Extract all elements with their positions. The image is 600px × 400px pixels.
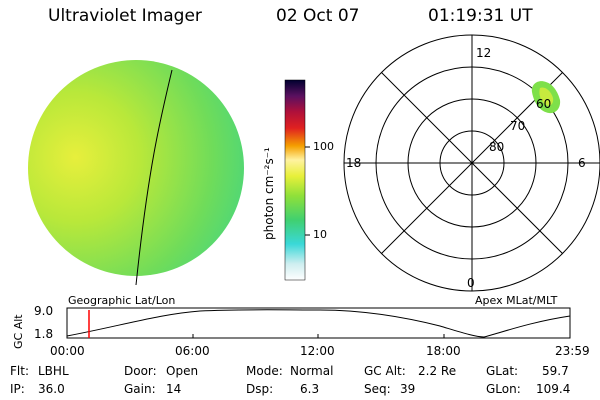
info-glon-value: 109.4 (536, 382, 571, 396)
orbit-y-axis-label: GC Alt (12, 314, 25, 349)
aurora-core (539, 87, 554, 106)
info-gain-label: Gain: (124, 382, 156, 396)
terminator-line (135, 69, 173, 286)
info-glat-label: GLat: (486, 364, 519, 378)
orbit-x-tick-1: 06:00 (175, 344, 210, 358)
polar-plot (343, 34, 600, 292)
orbit-y-tick-top: 9.0 (34, 304, 54, 318)
info-flt-value: LBHL (38, 364, 69, 378)
orbit-x-tick-3: 18:00 (426, 344, 461, 358)
info-glon-label: GLon: (486, 382, 521, 396)
ring-label-60: 60 (536, 97, 552, 111)
orbit-x-tick-0: 00:00 (50, 344, 85, 358)
ring-label-80: 80 (489, 140, 505, 154)
info-gcalt-value: 2.2 Re (418, 364, 457, 378)
orbit-plot-frame (66, 307, 571, 339)
orbit-x-tick-4: 23:59 (555, 344, 590, 358)
date-label: 02 Oct 07 (276, 6, 360, 26)
info-mode-value: Normal (290, 364, 334, 378)
info-gain-value: 14 (166, 382, 182, 396)
apex-panel-label: Apex MLat/MLT (475, 294, 558, 307)
orbit-altitude-curve (66, 309, 571, 338)
info-door-label: Door: (124, 364, 157, 378)
info-dsp-value: 6.3 (300, 382, 320, 396)
polar-label-18: 18 (346, 156, 362, 170)
time-label: 01:19:31 UT (428, 6, 533, 26)
colorbar-label-10: 10 (313, 228, 327, 241)
info-seq-value: 39 (400, 382, 416, 396)
polar-label-12: 12 (476, 46, 492, 60)
polar-label-6: 6 (578, 156, 586, 170)
geographic-panel-label: Geographic Lat/Lon (68, 294, 176, 307)
earth-disk-image (28, 60, 244, 276)
info-door-value: Open (166, 364, 199, 378)
polar-label-0: 0 (467, 276, 475, 290)
colorbar-unit-label: photon cm⁻²s⁻¹ (262, 147, 276, 240)
ring-label-70: 70 (510, 119, 526, 133)
info-ip-label: IP: (10, 382, 25, 396)
info-glat-value: 59.7 (542, 364, 569, 378)
info-seq-label: Seq: (364, 382, 391, 396)
info-gcalt-label: GC Alt: (364, 364, 406, 378)
orbit-x-tick-2: 12:00 (300, 344, 335, 358)
info-dsp-label: Dsp: (246, 382, 274, 396)
orbit-y-tick-bottom: 1.8 (34, 327, 54, 341)
colorbar-label-100: 100 (313, 140, 334, 153)
info-mode-label: Mode: (246, 364, 283, 378)
info-flt-label: Flt: (10, 364, 29, 378)
colorbar (284, 79, 306, 281)
info-ip-value: 36.0 (38, 382, 65, 396)
instrument-title: Ultraviolet Imager (48, 6, 202, 26)
